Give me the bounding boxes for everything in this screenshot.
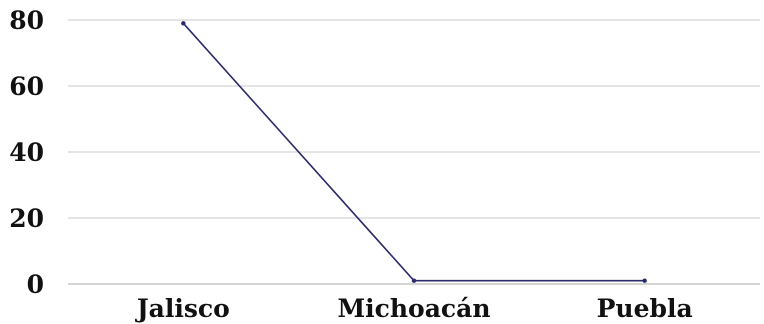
y-tick-label: 40 bbox=[9, 138, 44, 167]
data-point bbox=[642, 278, 647, 283]
data-point bbox=[411, 278, 417, 283]
y-tick-label: 80 bbox=[9, 6, 44, 35]
x-tick-label: Jalisco bbox=[135, 294, 230, 323]
x-axis-tick-labels: Jalisco Michoacán Puebla bbox=[135, 294, 693, 323]
series-group bbox=[181, 21, 647, 283]
x-tick-label: Puebla bbox=[597, 294, 693, 323]
y-tick-label: 0 bbox=[27, 270, 44, 299]
gridlines bbox=[68, 19, 760, 285]
y-axis-tick-labels: 0 20 40 60 80 bbox=[9, 6, 44, 299]
data-point bbox=[181, 21, 186, 26]
x-tick-label: Michoacán bbox=[337, 294, 490, 323]
y-tick-label: 60 bbox=[9, 72, 44, 101]
y-tick-label: 20 bbox=[9, 204, 44, 233]
